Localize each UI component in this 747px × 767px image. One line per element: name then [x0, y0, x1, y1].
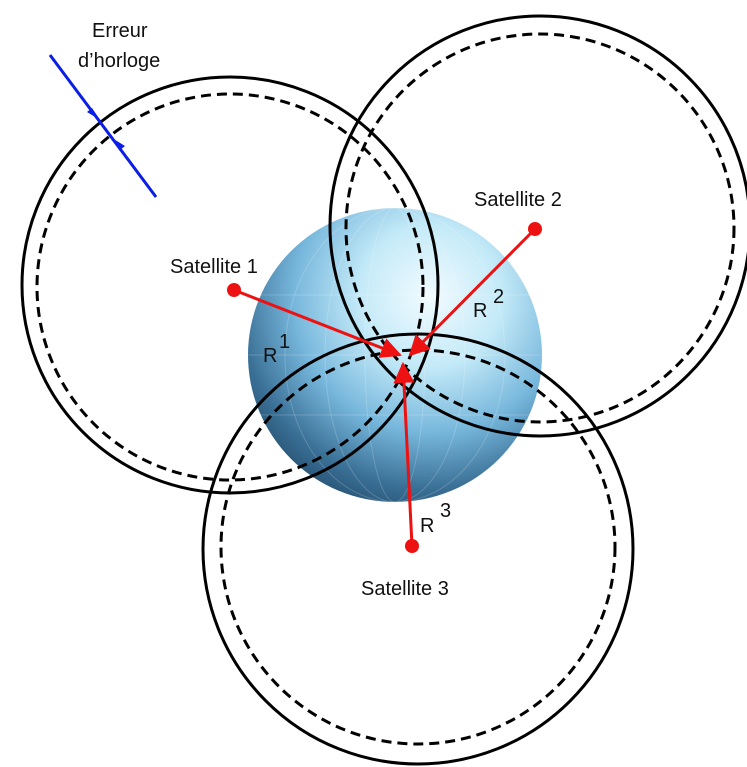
satellite-3-label: Satellite 3 [361, 578, 449, 600]
range-label-r2-letter: R [473, 300, 487, 322]
range-label-r1-letter: R [263, 345, 277, 367]
satellite-2-true-range-circle [328, 14, 747, 438]
range-label-r3-letter: R [420, 515, 434, 537]
range-label-r2-index: 2 [493, 286, 504, 308]
range-label-r2: R [473, 300, 487, 322]
clock-error-arrow [48, 54, 158, 198]
satellite-3-dot [405, 539, 419, 553]
range-label-r3-index: 3 [440, 500, 451, 522]
satellite-2-range-line [408, 227, 537, 357]
satellite-1-dot [227, 283, 241, 297]
satellite-2-dot [528, 222, 542, 236]
range-label-r1-index: 1 [279, 331, 290, 353]
satellite-1-range-line [233, 288, 402, 358]
clock-error-label-line-1: Erreur [92, 20, 148, 42]
satellite-3-clock-error-circle [219, 348, 617, 746]
satellite-2-label: Satellite 2 [474, 189, 562, 211]
satellite-3-range-line [393, 361, 415, 547]
range-label-r1: R [263, 345, 277, 367]
range-label-r3: R [420, 515, 434, 537]
satellite-2-clock-error-circle [344, 32, 736, 424]
clock-error-label-line-2: d’horloge [78, 50, 160, 72]
satellite-1-label: Satellite 1 [170, 256, 258, 278]
satellite-3-true-range-circle [201, 332, 635, 766]
satellite-1-clock-error-circle [35, 92, 425, 482]
